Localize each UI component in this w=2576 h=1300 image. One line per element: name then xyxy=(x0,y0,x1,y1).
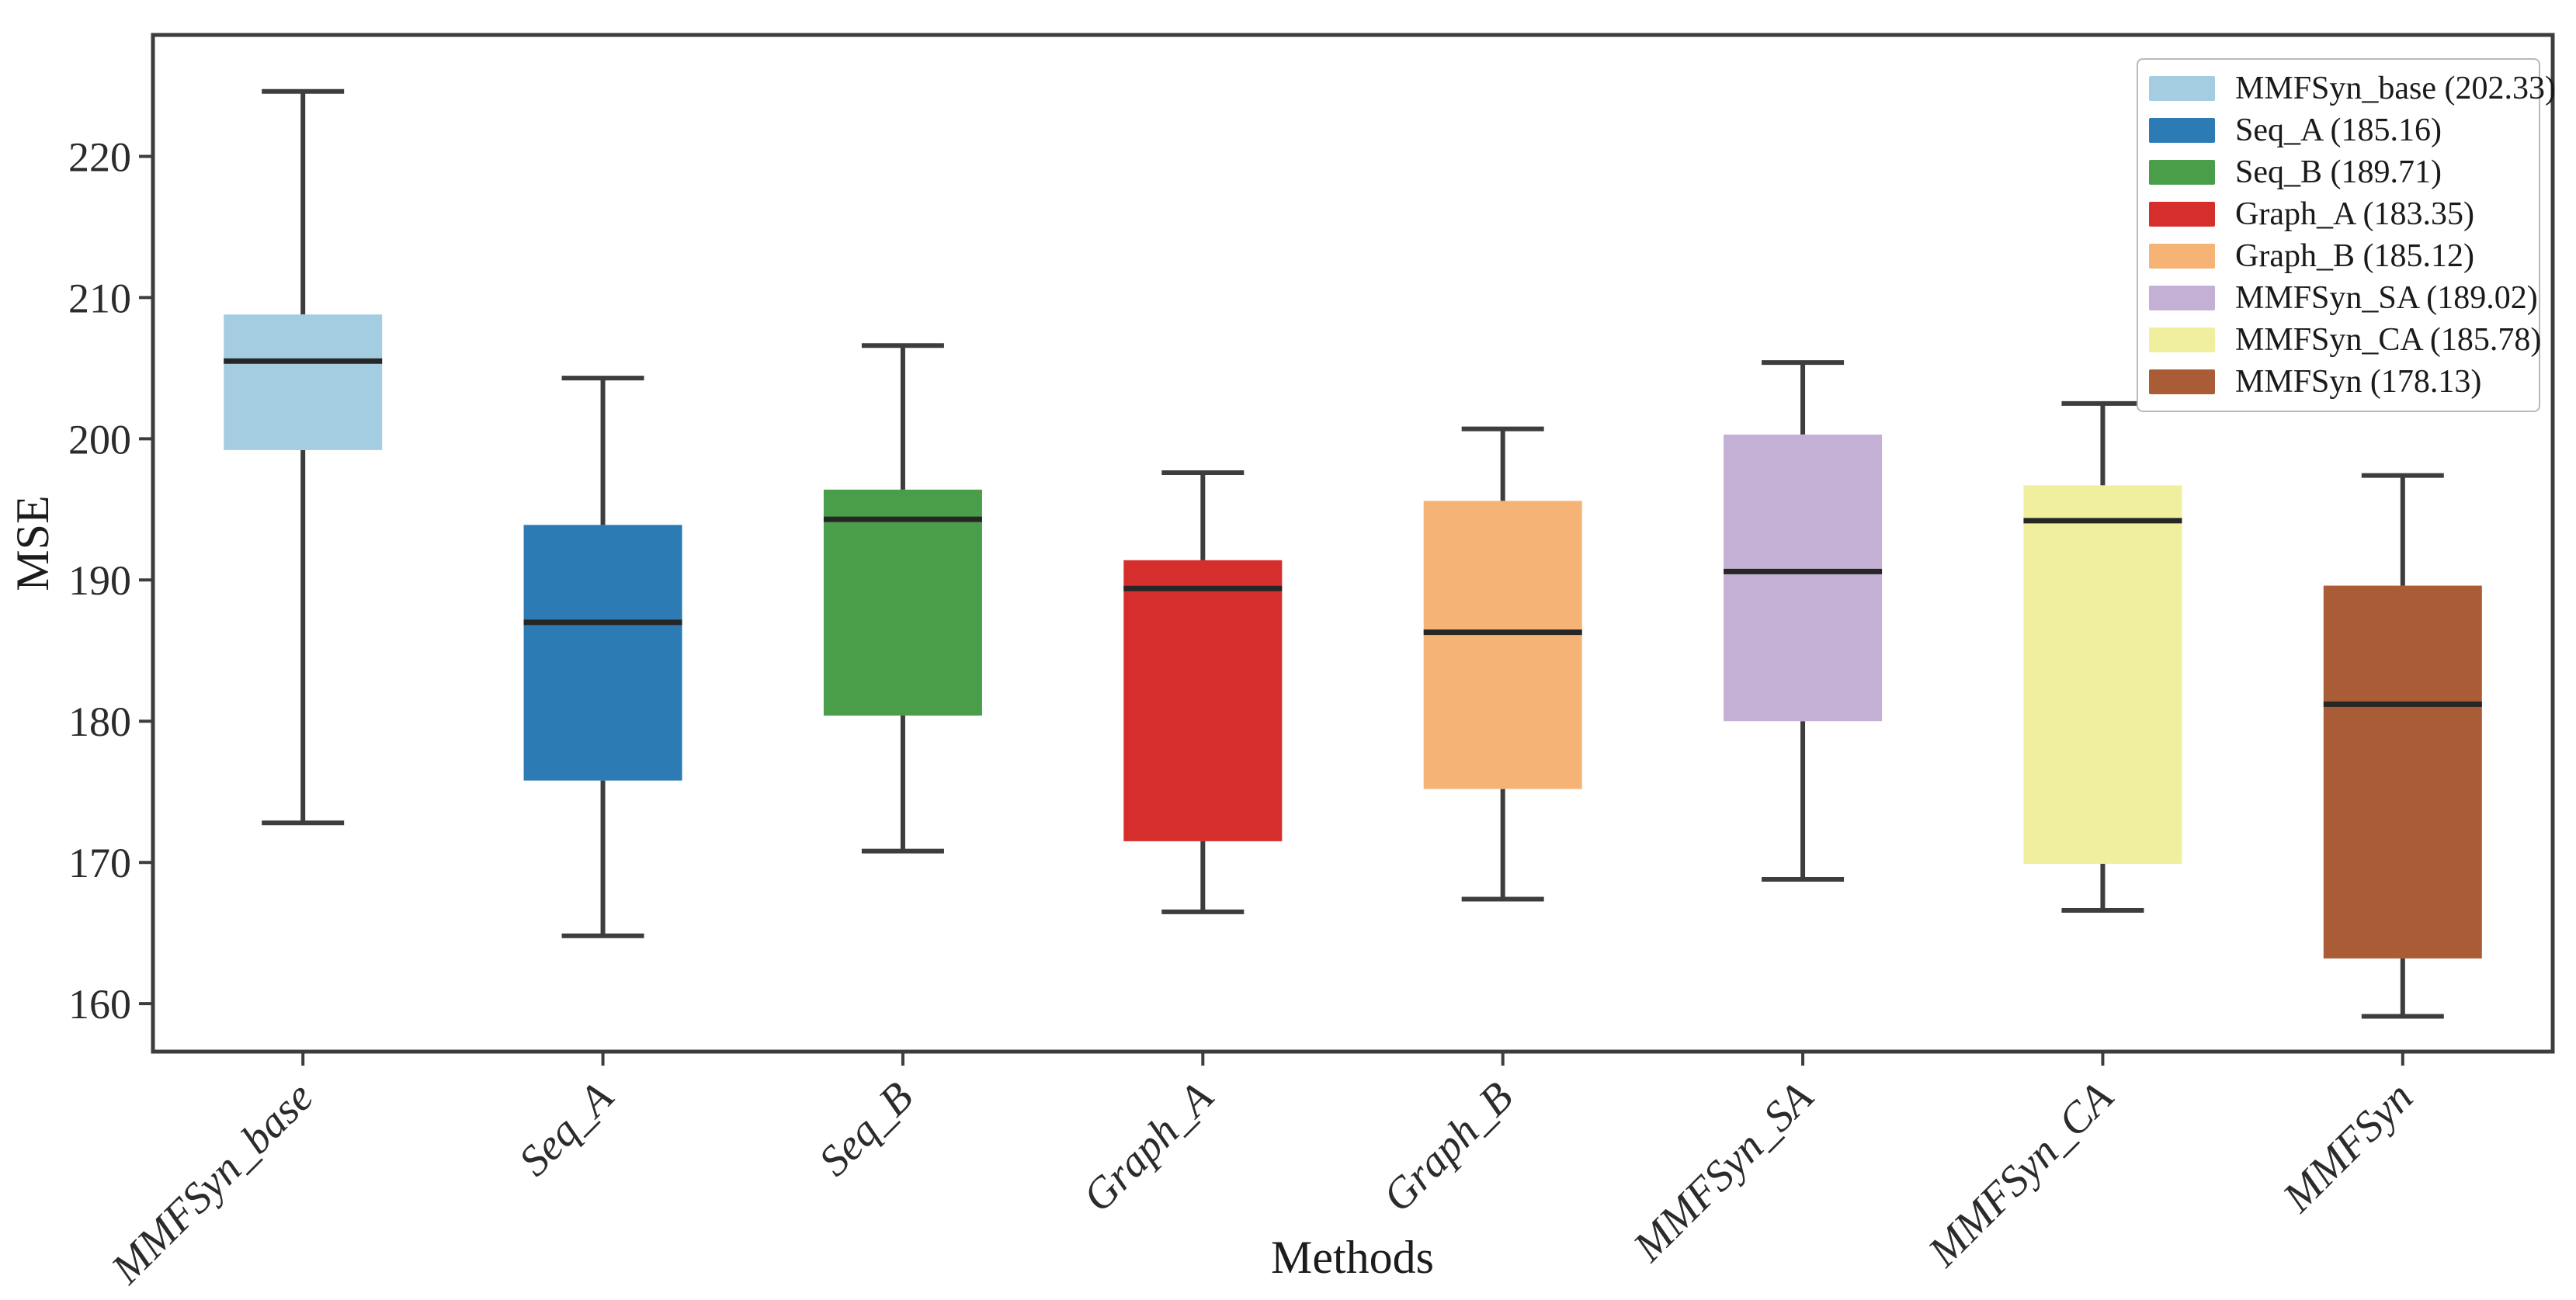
legend-label-MMFSyn: MMFSyn (178.13) xyxy=(2235,364,2482,400)
box-group-Graph_B xyxy=(1423,426,1582,902)
x-tick-label-MMFSyn: MMFSyn xyxy=(2273,1073,2422,1222)
x-tick-label-MMFSyn_base: MMFSyn_base xyxy=(102,1073,322,1293)
y-axis-label: MSE xyxy=(7,495,58,591)
box-MMFSyn_SA xyxy=(1724,434,1883,722)
box-group-MMFSyn_CA xyxy=(2023,400,2182,913)
axes-frame xyxy=(151,33,2555,1054)
legend-label-Graph_A: Graph_A (183.35) xyxy=(2235,196,2474,232)
box-Graph_B xyxy=(1423,501,1582,789)
x-tick-label-Graph_B: Graph_B xyxy=(1374,1073,1522,1221)
y-tick-label-220: 220 xyxy=(68,133,131,180)
legend-swatch-Seq_A xyxy=(2149,118,2215,143)
box-group-Graph_A xyxy=(1123,470,1283,914)
legend-swatch-MMFSyn_SA xyxy=(2149,286,2215,310)
legend-label-MMFSyn_SA: MMFSyn_SA (189.02) xyxy=(2235,280,2538,316)
box-group-MMFSyn xyxy=(2323,473,2482,1019)
legend-swatch-MMFSyn xyxy=(2149,369,2215,394)
legend-item-Graph_A: Graph_A (183.35) xyxy=(2149,193,2528,235)
y-tick-label-180: 180 xyxy=(68,699,131,745)
legend-item-MMFSyn_SA: MMFSyn_SA (189.02) xyxy=(2149,277,2538,319)
y-tick-label-160: 160 xyxy=(68,981,131,1028)
legend: MMFSyn_base (202.33) Seq_A (185.16) Seq_B … xyxy=(2137,58,2556,412)
legend-label-MMFSyn_base: MMFSyn_base (202.33) xyxy=(2235,71,2557,106)
x-tick-label-Graph_A: Graph_A xyxy=(1074,1073,1223,1222)
legend-swatch-MMFSyn_CA xyxy=(2149,328,2215,352)
box-MMFSyn xyxy=(2323,585,2482,959)
legend-swatch-Graph_A xyxy=(2149,202,2215,227)
box-series xyxy=(224,88,2482,1019)
y-tick-label-200: 200 xyxy=(68,416,131,463)
legend-label-MMFSyn_CA: MMFSyn_CA (185.78) xyxy=(2235,322,2542,358)
box-Graph_A xyxy=(1123,560,1283,841)
y-tick-label-170: 170 xyxy=(68,840,131,886)
y-tick-label-190: 190 xyxy=(68,557,131,604)
legend-item-MMFSyn: MMFSyn (178.13) xyxy=(2149,361,2528,403)
legend-label-Seq_B: Seq_B (189.71) xyxy=(2235,154,2442,190)
box-group-MMFSyn_SA xyxy=(1724,360,1883,882)
box-Seq_A xyxy=(523,525,682,781)
x-axis-ticks: MMFSyn_base Seq_A Seq_B Graph_A Graph_B MMFSy… xyxy=(102,1052,2422,1294)
legend-swatch-Seq_B xyxy=(2149,160,2215,185)
box-group-MMFSyn_base xyxy=(224,88,383,826)
legend-item-Graph_B: Graph_B (185.12) xyxy=(2149,235,2528,277)
box-group-Seq_A xyxy=(523,376,682,938)
y-axis-ticks: 160 170 180 190 200 210 220 xyxy=(68,133,153,1028)
box-Seq_B xyxy=(823,489,982,716)
x-axis-label: Methods xyxy=(1271,1232,1434,1283)
legend-swatch-MMFSyn_base xyxy=(2149,76,2215,101)
legend-swatch-Graph_B xyxy=(2149,244,2215,269)
legend-item-Seq_A: Seq_A (185.16) xyxy=(2149,109,2528,151)
x-tick-label-MMFSyn_SA: MMFSyn_SA xyxy=(1624,1073,1823,1271)
x-tick-label-Seq_B: Seq_B xyxy=(810,1073,922,1185)
x-tick-label-Seq_A: Seq_A xyxy=(510,1073,623,1186)
box-group-Seq_B xyxy=(823,343,982,854)
x-tick-label-MMFSyn_CA: MMFSyn_CA xyxy=(1918,1073,2123,1277)
legend-label-Graph_B: Graph_B (185.12) xyxy=(2235,238,2474,274)
legend-label-Seq_A: Seq_A (185.16) xyxy=(2235,113,2442,148)
legend-item-MMFSyn_base: MMFSyn_base (202.33) xyxy=(2149,68,2556,109)
legend-item-Seq_B: Seq_B (189.71) xyxy=(2149,151,2528,193)
box-MMFSyn_base xyxy=(224,314,383,450)
y-tick-label-210: 210 xyxy=(68,275,131,321)
legend-item-MMFSyn_CA: MMFSyn_CA (185.78) xyxy=(2149,319,2541,361)
box-MMFSyn_CA xyxy=(2023,485,2182,865)
